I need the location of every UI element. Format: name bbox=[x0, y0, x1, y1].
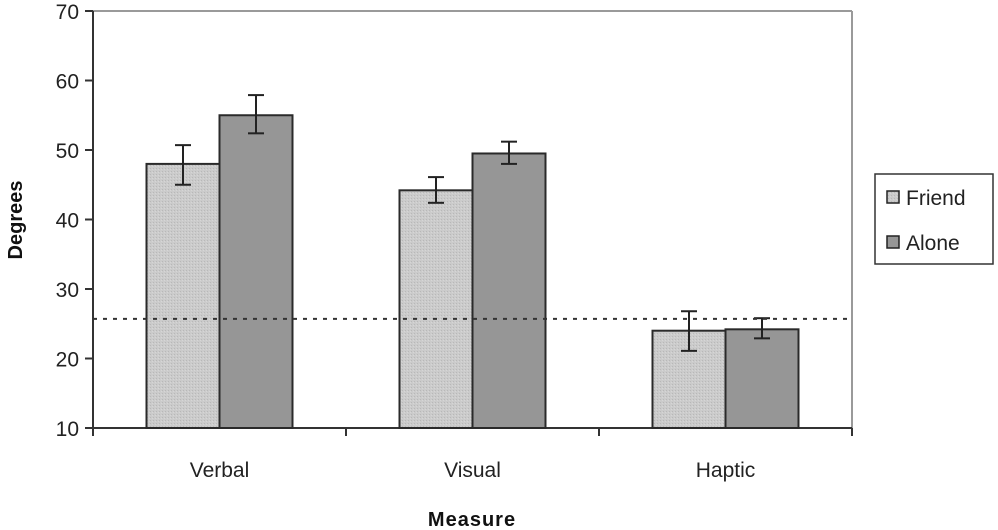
legend: Friend Alone bbox=[874, 173, 994, 265]
y-tick-label: 50 bbox=[56, 140, 79, 163]
y-tick-label: 20 bbox=[56, 349, 79, 372]
y-axis: 10 20 30 40 50 60 70 bbox=[56, 1, 94, 441]
y-tick-label: 30 bbox=[56, 279, 79, 302]
bars bbox=[145, 114, 800, 430]
plot-frame bbox=[93, 10, 853, 428]
legend-swatch-alone bbox=[886, 235, 900, 249]
legend-swatch-friend bbox=[886, 190, 900, 204]
x-tick-label: Visual bbox=[444, 459, 501, 482]
y-tick-label: 10 bbox=[56, 418, 79, 441]
legend-box bbox=[874, 173, 994, 265]
x-tick-label: Haptic bbox=[696, 459, 756, 482]
bar-friend-verbal bbox=[145, 162, 221, 429]
legend-label-friend: Friend bbox=[906, 187, 966, 210]
y-tick-label: 60 bbox=[56, 71, 79, 94]
bar-friend-visual bbox=[398, 189, 474, 429]
bar-alone-haptic bbox=[724, 328, 800, 429]
y-tick-label: 40 bbox=[56, 210, 79, 233]
bar-alone-verbal bbox=[218, 114, 294, 429]
y-tick-label: 70 bbox=[56, 1, 79, 24]
x-axis: Verbal Visual Haptic bbox=[92, 427, 853, 482]
y-axis-title: Degrees bbox=[5, 181, 27, 260]
bar-alone-visual bbox=[471, 152, 547, 429]
error-bars bbox=[175, 94, 770, 352]
x-tick-label: Verbal bbox=[190, 459, 250, 482]
x-axis-title: Measure bbox=[428, 509, 516, 530]
legend-label-alone: Alone bbox=[906, 232, 960, 255]
